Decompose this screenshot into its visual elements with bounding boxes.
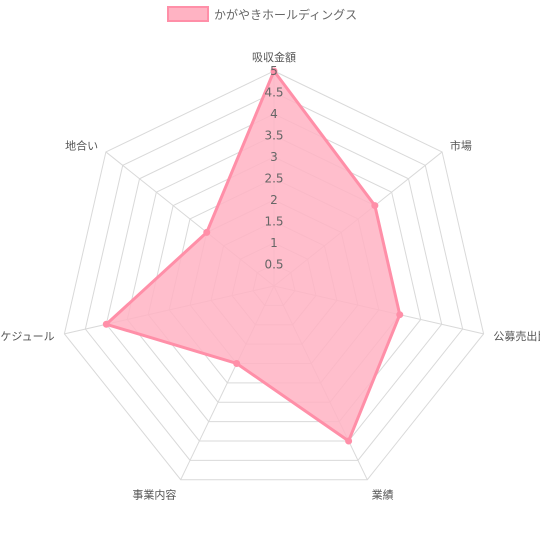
tick-label: 5: [270, 64, 278, 78]
tick-label: 1.5: [264, 215, 283, 229]
radar-series: [102, 67, 404, 445]
legend-label: かがやきホールディングス: [214, 7, 357, 22]
radar-tick-labels: 0.5 1 1.5 2 2.5 3 3.5 4 4.5 5: [264, 64, 283, 272]
data-point-7[interactable]: [203, 228, 211, 236]
axis-label-3: 公募売出比: [493, 329, 540, 343]
radar-axis-labels: 吸収金額市場公募売出比業績 事業内容 スケジュール 地合い: [0, 50, 540, 502]
data-point-3[interactable]: [396, 311, 404, 319]
grid-ring-8: [105, 113, 443, 442]
data-point-4[interactable]: [345, 437, 353, 445]
tick-label: 2: [270, 193, 278, 207]
tick-label: 4: [270, 107, 278, 121]
legend[interactable]: かがやきホールディングス: [167, 6, 357, 22]
axis-label-6: スケジュール: [0, 330, 55, 343]
grid-ring-10: [63, 70, 485, 481]
grid-ring-7: [126, 134, 422, 423]
axis-label-1: 吸収金額: [252, 50, 296, 64]
tick-label: 1: [270, 236, 278, 250]
data-point-6[interactable]: [102, 320, 110, 328]
axis-label-2: 市場: [450, 139, 472, 153]
legend-swatch: [167, 6, 209, 22]
tick-label: 3: [270, 150, 278, 164]
axis-label-7: 地合い: [65, 139, 98, 153]
grid-ring-9: [84, 91, 464, 461]
axis-label-4: 業績: [372, 488, 394, 502]
tick-label: 0.5: [264, 258, 283, 272]
tick-label: 2.5: [264, 172, 283, 186]
series-area: [104, 69, 402, 443]
data-point-1[interactable]: [270, 67, 278, 75]
data-point-5[interactable]: [233, 359, 241, 367]
axis-label-5: 事業内容: [132, 488, 176, 502]
tick-label: 3.5: [264, 129, 283, 143]
data-point-2[interactable]: [371, 202, 379, 210]
tick-label: 4.5: [264, 86, 283, 100]
